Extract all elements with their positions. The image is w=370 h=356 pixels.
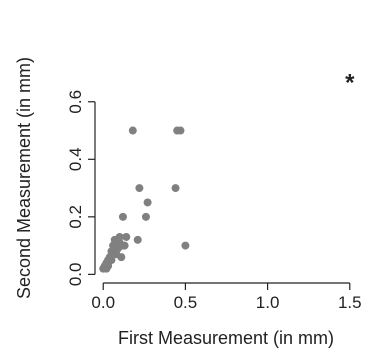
data-point <box>117 253 126 262</box>
x-axis: 0.0 0.5 1.0 1.5 <box>91 283 362 312</box>
x-tick-label: 1.5 <box>338 293 362 312</box>
data-point <box>143 198 152 207</box>
y-axis-label: Second Measurement (in mm) <box>14 57 34 299</box>
data-point <box>176 126 185 135</box>
y-tick-label: 0.4 <box>66 147 85 171</box>
data-point <box>171 184 180 193</box>
x-tick-label: 1.0 <box>256 293 280 312</box>
y-tick-label: 0.6 <box>66 90 85 114</box>
data-point <box>120 241 129 250</box>
x-tick-label: 0.0 <box>91 293 115 312</box>
axis-box <box>94 101 350 284</box>
data-point <box>181 241 190 250</box>
data-point <box>141 212 150 221</box>
x-tick-label: 0.5 <box>174 293 198 312</box>
data-point <box>118 212 127 221</box>
y-axis: 0.0 0.2 0.4 0.6 <box>66 90 95 286</box>
data-points: * <box>99 70 355 273</box>
data-point <box>135 184 144 193</box>
data-point <box>128 126 137 135</box>
y-tick-label: 0.2 <box>66 205 85 229</box>
data-point <box>122 232 131 241</box>
plot-area <box>94 101 350 284</box>
y-tick-label: 0.0 <box>66 263 85 287</box>
outlier-star-marker: * <box>345 70 355 97</box>
x-axis-label: First Measurement (in mm) <box>118 328 334 348</box>
data-point <box>133 235 142 244</box>
data-point <box>115 232 124 241</box>
